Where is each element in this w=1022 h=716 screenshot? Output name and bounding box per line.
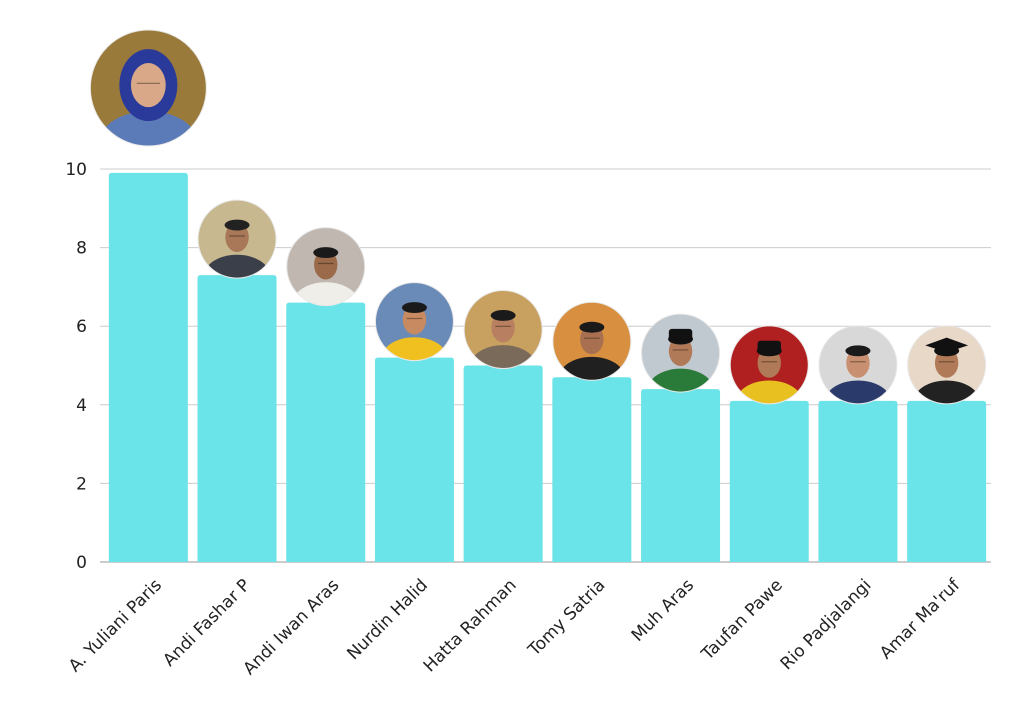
- x-tick-label: Muh Aras: [628, 575, 698, 645]
- bar: [729, 400, 809, 562]
- portrait-photo: [641, 313, 721, 393]
- portrait-photos: [89, 29, 987, 405]
- portrait-photo: [463, 290, 543, 369]
- portrait-photo: [552, 301, 632, 381]
- y-tick-label: 4: [76, 396, 87, 416]
- y-tick-label: 6: [76, 317, 87, 337]
- x-tick-label: Hatta Rahman: [420, 575, 521, 676]
- x-tick-label: Tomy Satria: [524, 575, 610, 661]
- x-tick-label: Andi Fashar P: [159, 575, 254, 670]
- portrait-photo: [89, 29, 207, 147]
- bar: [374, 357, 454, 562]
- portrait-photo: [907, 325, 987, 405]
- bar: [641, 389, 721, 562]
- portrait-photo: [818, 325, 898, 405]
- y-tick-label: 8: [76, 239, 87, 259]
- y-tick-label: 10: [65, 160, 87, 180]
- bar: [907, 400, 987, 562]
- x-tick-label: Andi Iwan Aras: [240, 575, 344, 679]
- y-tick-label: 2: [76, 474, 87, 494]
- bar: [818, 400, 898, 562]
- bar: [197, 275, 277, 562]
- bars: [108, 172, 987, 562]
- y-tick-label: 0: [76, 553, 87, 573]
- x-tick-label: Nurdin Halid: [343, 575, 432, 664]
- bar: [552, 377, 632, 562]
- portrait-photo: [197, 199, 277, 279]
- y-axis: 0 2 4 6 8 10: [65, 160, 87, 573]
- x-tick-label: Rio Padjalangi: [777, 575, 876, 674]
- x-tick-label: A. Yuliani Paris: [65, 575, 166, 676]
- bar: [108, 172, 188, 562]
- portrait-photo: [729, 325, 809, 405]
- x-tick-label: Taufan Pawe: [697, 575, 787, 665]
- portrait-photo: [374, 282, 454, 362]
- x-tick-label: Amar Ma'ruf: [876, 575, 965, 664]
- portrait-photo: [286, 227, 366, 307]
- bar: [286, 302, 366, 562]
- bar: [463, 365, 543, 562]
